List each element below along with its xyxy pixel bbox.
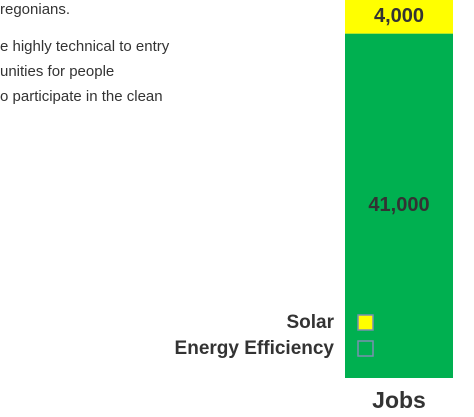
value-label: 4,000 bbox=[374, 5, 424, 27]
bar-segment bbox=[345, 0, 453, 34]
legend-swatch bbox=[357, 314, 374, 331]
legend-label: Solar bbox=[286, 312, 334, 333]
category-label: Jobs bbox=[372, 387, 426, 413]
body-text: e highly technical to entry bbox=[0, 38, 170, 55]
body-text: unities for people bbox=[0, 63, 114, 80]
legend-swatch bbox=[357, 340, 374, 357]
body-text: regonians. bbox=[0, 1, 70, 18]
legend-label: Energy Efficiency bbox=[175, 338, 335, 359]
value-label: 41,000 bbox=[368, 194, 429, 216]
body-text: o participate in the clean bbox=[0, 88, 163, 105]
